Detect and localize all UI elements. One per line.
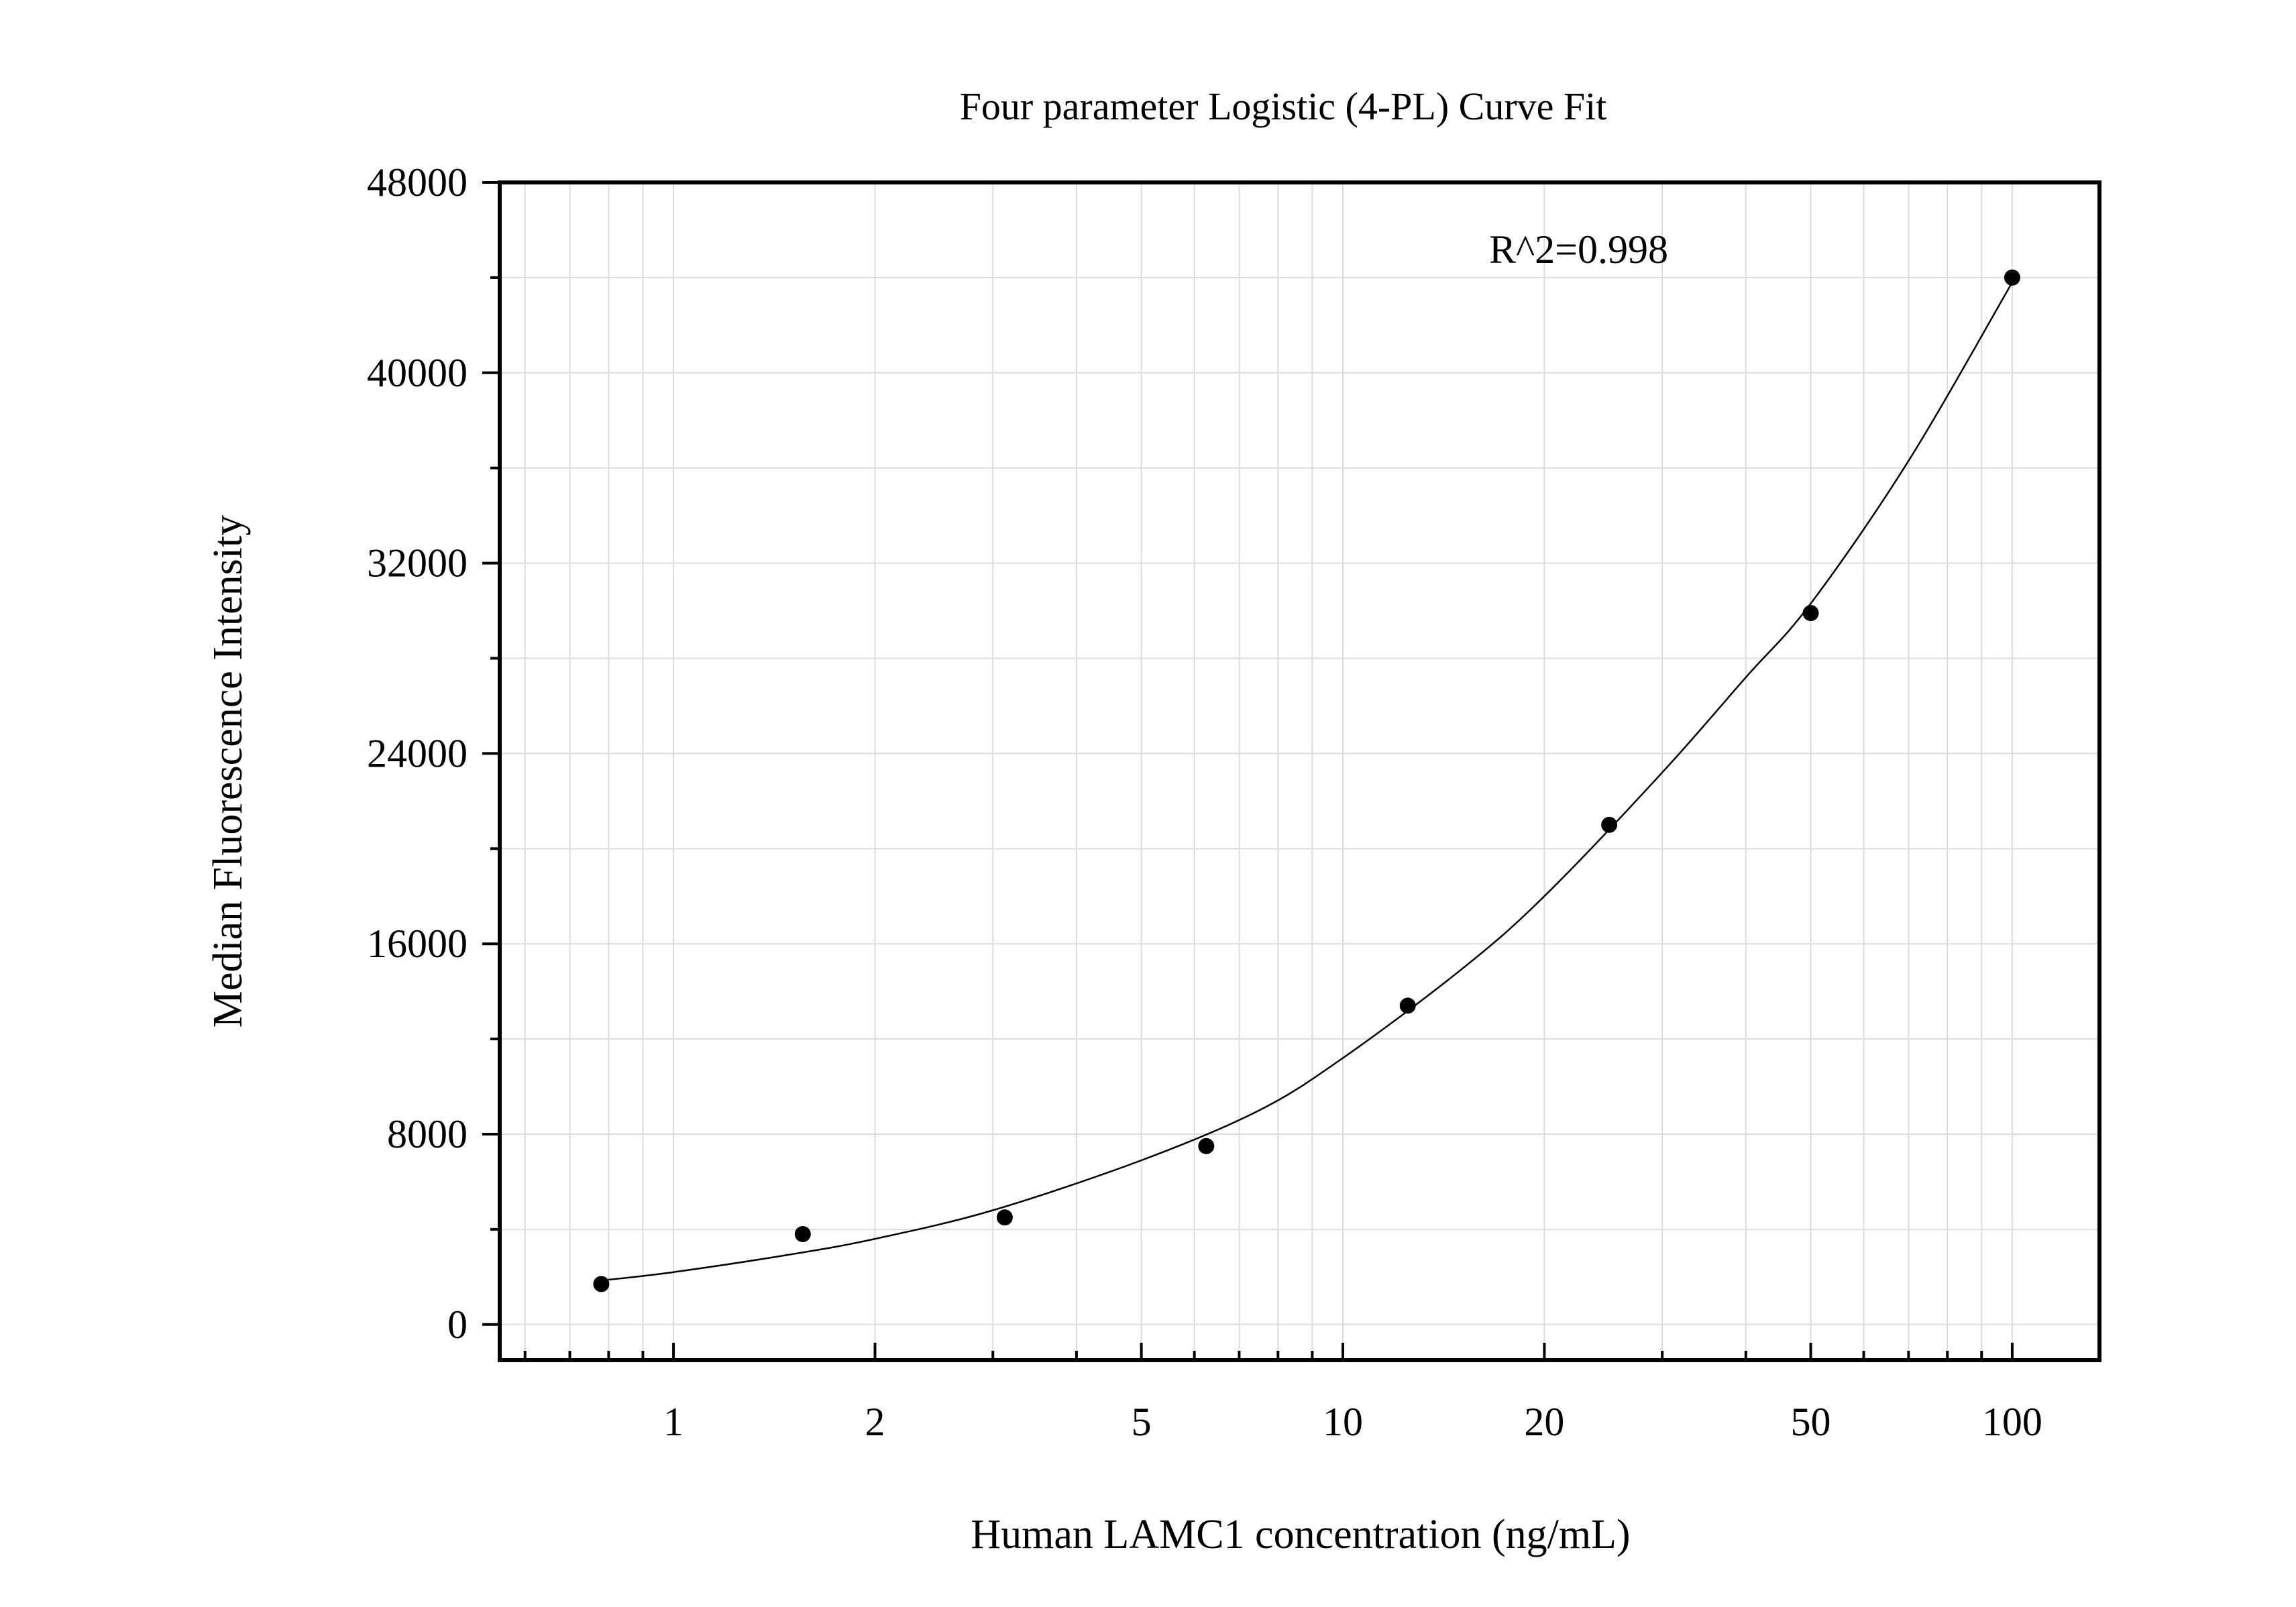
x-tick-label: 50 xyxy=(1791,1400,1831,1444)
y-tick-label: 16000 xyxy=(367,922,468,966)
x-tick-label: 20 xyxy=(1524,1400,1564,1444)
chart-title: Four parameter Logistic (4-PL) Curve Fit xyxy=(960,85,1607,128)
data-point xyxy=(2004,269,2020,286)
y-tick-label: 0 xyxy=(447,1303,468,1347)
x-tick-label: 2 xyxy=(865,1400,885,1444)
y-axis-label: Median Fluorescence Intensity xyxy=(205,515,251,1028)
y-tick-label: 40000 xyxy=(367,351,468,395)
x-tick-labels: 1 2 5 10 20 50 100 xyxy=(663,1400,2042,1444)
data-point xyxy=(1601,816,1618,833)
x-axis-label: Human LAMC1 concentration (ng/mL) xyxy=(971,1512,1630,1557)
axis-ticks xyxy=(482,181,2014,1360)
y-tick-label: 8000 xyxy=(387,1112,468,1156)
y-tick-label: 32000 xyxy=(367,541,468,586)
y-tick-label: 48000 xyxy=(367,160,468,205)
r-squared-annotation: R^2=0.998 xyxy=(1489,227,1668,272)
x-tick-label: 10 xyxy=(1323,1400,1363,1444)
data-point xyxy=(1198,1138,1215,1154)
y-tick-label: 24000 xyxy=(367,731,468,775)
data-point xyxy=(996,1209,1013,1226)
data-point xyxy=(1399,997,1416,1014)
data-point xyxy=(794,1225,811,1242)
y-tick-labels: 0 8000 16000 24000 32000 40000 48000 xyxy=(367,160,468,1347)
x-tick-label: 100 xyxy=(1982,1400,2042,1444)
x-tick-label: 1 xyxy=(663,1400,684,1444)
plot-frame xyxy=(498,180,2101,1362)
data-point xyxy=(1802,605,1819,622)
x-tick-label: 5 xyxy=(1132,1400,1152,1444)
fit-curve xyxy=(601,282,2013,1282)
grid-layer xyxy=(500,182,2099,1360)
data-point xyxy=(593,1276,610,1292)
data-points xyxy=(593,269,2020,1292)
